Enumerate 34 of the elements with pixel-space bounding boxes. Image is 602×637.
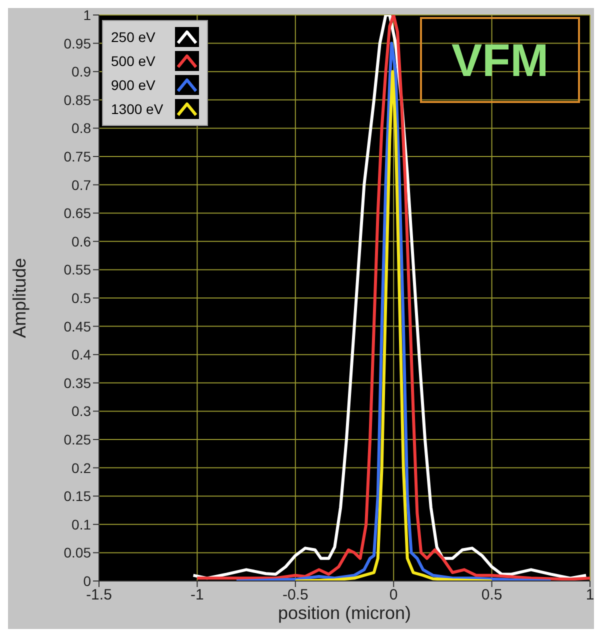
y-tick-label: 0.9 xyxy=(72,64,92,80)
y-tick-label: 0.75 xyxy=(64,148,92,164)
x-axis-title: position (micron) xyxy=(278,603,412,623)
y-tick-label: 0.45 xyxy=(64,318,92,334)
y-tick-label: 0.85 xyxy=(64,92,92,108)
legend-label: 1300 eV xyxy=(111,101,164,117)
y-tick-label: 0.05 xyxy=(64,544,92,561)
y-tick-label: 0.25 xyxy=(64,431,92,448)
y-tick-label: 0.3 xyxy=(72,403,92,420)
y-tick-label: 0 xyxy=(83,572,92,589)
legend-label: 500 eV xyxy=(111,53,156,69)
y-tick-label: 0.1 xyxy=(72,516,92,532)
y-tick-label: 0.35 xyxy=(64,374,92,391)
line-series xyxy=(234,42,552,581)
legend-label: 900 eV xyxy=(111,77,156,93)
y-tick-label: 0.8 xyxy=(72,120,92,136)
y-tick-label: 0.2 xyxy=(72,460,92,476)
x-tick-label: -1.5 xyxy=(86,586,112,604)
y-tick-label: 0.65 xyxy=(64,205,92,222)
y-tick-label: 0.4 xyxy=(72,346,92,363)
legend-label: 250 eV xyxy=(111,29,156,45)
y-tick-label: 0.15 xyxy=(64,488,92,504)
y-tick-label: 0.6 xyxy=(72,233,92,250)
x-tick-label: -1 xyxy=(190,586,204,604)
y-tick-label: 0.55 xyxy=(64,262,92,278)
y-tick-label: 0.5 xyxy=(72,290,92,306)
x-tick-label: 0 xyxy=(389,586,398,604)
y-tick-label: 0.95 xyxy=(64,35,92,52)
y-tick-label: 1 xyxy=(83,6,92,23)
y-axis-title: Amplitude xyxy=(9,258,30,338)
x-tick-label: 0.5 xyxy=(481,586,502,604)
y-tick-label: 0.7 xyxy=(72,176,92,193)
x-tick-label: -0.5 xyxy=(282,586,308,604)
x-tick-label: 1 xyxy=(586,586,594,604)
